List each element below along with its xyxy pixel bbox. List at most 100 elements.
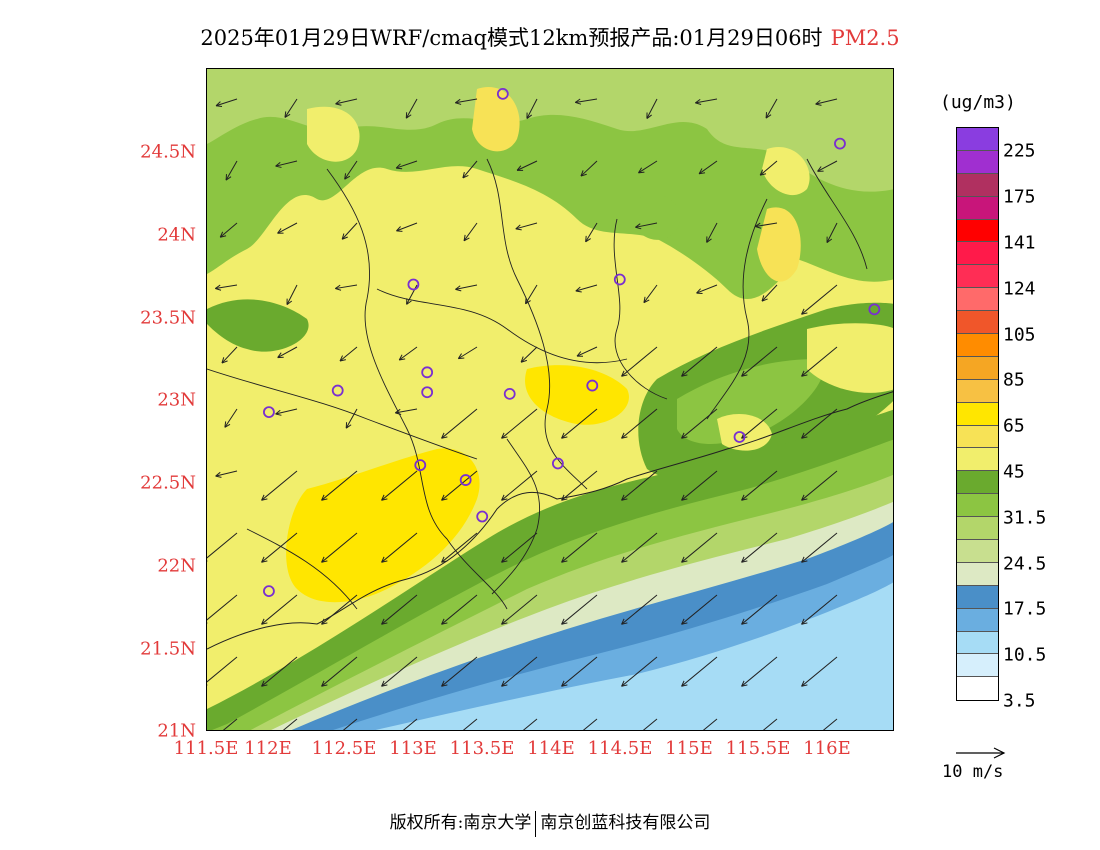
footer-separator [535, 810, 537, 837]
wind-vector [381, 656, 418, 687]
wind-vector [681, 408, 718, 439]
wind-vector [695, 98, 718, 105]
colorbar-label: 31.5 [1003, 507, 1047, 529]
wind-vector [801, 532, 838, 563]
wind-vector [646, 98, 658, 119]
station-marker [407, 278, 420, 291]
wind-vector [643, 284, 658, 304]
lon-tick: 114.5E [587, 738, 653, 759]
wind-vector [525, 284, 538, 305]
colorbar [956, 127, 999, 702]
wind-vector [526, 98, 538, 119]
wind-vector [275, 408, 298, 416]
wind-vector [339, 346, 358, 362]
wind-vector [398, 346, 418, 361]
wind-vector [219, 222, 238, 238]
wind-vector [761, 284, 778, 302]
wind-vector [574, 98, 598, 105]
wind-reference-label: 10 m/s [942, 762, 1004, 782]
colorbar-swatch [957, 425, 998, 449]
wind-vector [759, 160, 778, 176]
wind-vector [402, 718, 418, 730]
colorbar-swatch [957, 242, 998, 266]
wind-vector [681, 532, 718, 563]
colorbar-label: 105 [1003, 324, 1036, 346]
wind-vector [561, 532, 598, 563]
wind-vector [207, 656, 238, 686]
wind-vector [286, 284, 298, 305]
wind-vector [801, 346, 838, 377]
wind-vector [321, 594, 358, 625]
wind-vector [275, 160, 298, 168]
lon-tick: 115.5E [725, 738, 791, 759]
wind-vector [515, 222, 538, 231]
colorbar-unit: (ug/m3) [940, 92, 1016, 113]
lon-tick: 111.5E [173, 738, 239, 759]
colorbar-swatch [957, 402, 998, 426]
station-marker [331, 384, 344, 397]
lon-tick: 113E [389, 738, 437, 759]
wind-vector [801, 284, 838, 315]
wind-vector [441, 656, 478, 687]
wind-vector [261, 470, 298, 501]
station-marker [613, 273, 626, 286]
station-marker [459, 474, 472, 486]
colorbar-label: 3.5 [1003, 690, 1036, 712]
wind-vector [455, 284, 478, 292]
wind-vector [561, 408, 598, 439]
colorbar-label: 17.5 [1003, 598, 1047, 620]
wind-vector [345, 408, 358, 429]
wind-vector [681, 656, 718, 687]
wind-vector [741, 532, 778, 563]
colorbar-label: 65 [1003, 415, 1025, 437]
wind-vector [642, 718, 658, 730]
lon-tick: 114E [527, 738, 575, 759]
wind-vector [621, 532, 658, 563]
wind-vector [321, 470, 358, 501]
wind-vector [561, 594, 598, 625]
lon-tick: 115E [665, 738, 713, 759]
pm25-map [206, 68, 894, 731]
wind-vectors [207, 98, 838, 730]
colorbar-swatch [957, 128, 998, 151]
station-marker [733, 431, 746, 443]
colorbar-swatch [957, 219, 998, 243]
wind-vector [215, 98, 238, 108]
wind-vector [341, 222, 358, 240]
wind-vector [284, 98, 298, 118]
wind-vector [224, 408, 238, 428]
station-markers [263, 87, 881, 598]
wind-vector [801, 594, 838, 625]
wind-vector [621, 470, 658, 501]
wind-vector [801, 656, 838, 687]
lat-tick: 21.5N [140, 638, 196, 660]
wind-vector [585, 222, 598, 243]
wind-vector [462, 160, 478, 179]
wind-vector [762, 718, 778, 730]
wind-vector [817, 160, 838, 172]
wind-vector [638, 160, 658, 174]
colorbar-label: 225 [1003, 140, 1036, 162]
colorbar-swatch [957, 494, 998, 518]
wind-vector [765, 98, 778, 119]
wind-vector [681, 346, 718, 377]
wind-vector [501, 532, 538, 563]
wind-vector [501, 594, 538, 625]
wind-vector [207, 594, 238, 624]
wind-vector [395, 408, 418, 415]
chart-title: 2025年01月29日WRF/cmaq模式12km预报产品:01月29日06时 P… [0, 22, 1100, 52]
station-marker [868, 303, 881, 316]
colorbar-swatch [957, 608, 998, 632]
wind-vector [741, 470, 778, 501]
station-marker [476, 510, 489, 523]
wind-vector [621, 594, 658, 625]
wind-vector [335, 98, 358, 106]
wind-vector [575, 284, 598, 293]
colorbar-swatch [957, 631, 998, 655]
colorbar-swatch [957, 471, 998, 495]
wind-vector [441, 408, 478, 439]
colorbar-swatch [957, 173, 998, 197]
wind-vector [741, 346, 778, 377]
wind-vector [822, 718, 838, 730]
colorbar-swatch [957, 311, 998, 335]
